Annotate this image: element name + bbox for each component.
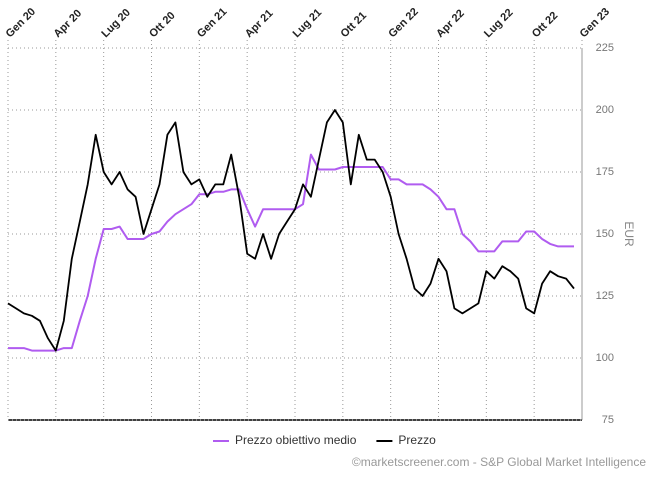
- y-tick-label: 200: [596, 104, 614, 116]
- x-tick-label: Lug 21: [291, 7, 325, 41]
- x-tick-label: Ott 20: [147, 10, 178, 41]
- x-tick-label: Apr 21: [243, 7, 276, 40]
- series-line: [8, 153, 574, 352]
- x-tick-label: Gen 22: [386, 6, 420, 40]
- x-tick-label: Gen 21: [195, 6, 229, 40]
- y-tick-label: 225: [596, 42, 614, 54]
- series-line: [7, 109, 575, 352]
- legend-label: Prezzo obiettivo medio: [235, 433, 357, 447]
- x-tick-label: Gen 23: [578, 6, 612, 40]
- credit: ©marketscreener.com - S&P Global Market …: [352, 455, 646, 469]
- y-tick-label: 75: [602, 414, 614, 426]
- y-axis-label: EUR: [622, 221, 636, 247]
- y-tick-label: 100: [596, 352, 614, 364]
- y-tick-label: 150: [596, 228, 614, 240]
- x-tick-label: Gen 20: [4, 6, 38, 40]
- x-tick-label: Ott 22: [530, 10, 561, 41]
- x-tick-label: Lug 20: [99, 7, 133, 41]
- y-tick-label: 175: [596, 166, 614, 178]
- x-tick-label: Apr 22: [434, 7, 467, 40]
- legend-label: Prezzo: [398, 433, 436, 447]
- x-tick-label: Lug 22: [482, 7, 516, 41]
- x-tick-label: Ott 21: [339, 10, 370, 41]
- y-tick-label: 125: [596, 290, 614, 302]
- x-tick-label: Apr 20: [52, 7, 85, 40]
